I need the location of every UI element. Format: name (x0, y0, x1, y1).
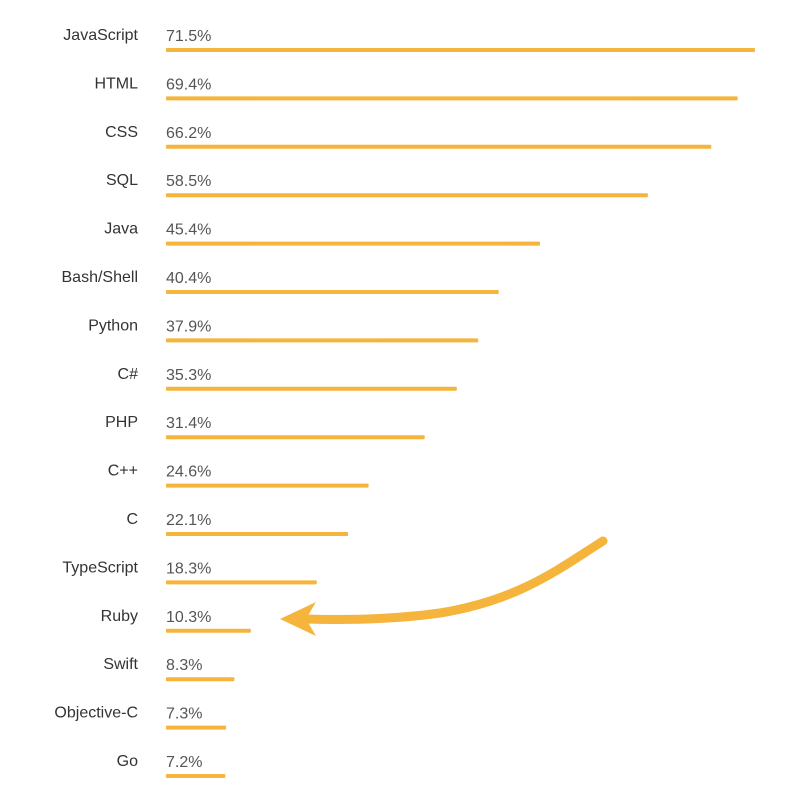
bar-row-java: Java 45.4% (104, 221, 540, 246)
bar-row-typescript: TypeScript 18.3% (62, 559, 317, 585)
bar-row-sql: SQL 58.5% (106, 172, 648, 198)
category-label: Go (117, 753, 138, 770)
category-label: Java (104, 221, 138, 238)
category-label: C# (118, 366, 139, 383)
bar (166, 725, 227, 730)
category-label: JavaScript (63, 27, 138, 44)
bar-row-ruby: Ruby 10.3% (101, 608, 251, 633)
category-label: Objective-C (54, 705, 138, 722)
bar (166, 96, 738, 101)
bar (166, 677, 235, 682)
value-label: 45.4% (166, 222, 211, 239)
category-label: C (126, 511, 138, 528)
value-label: 22.1% (166, 512, 211, 529)
bar (166, 48, 755, 52)
value-label: 18.3% (166, 560, 211, 577)
bar (166, 338, 479, 343)
bar (166, 774, 226, 778)
bar-row-c: C++ 24.6% (108, 463, 369, 488)
category-label: Swift (103, 656, 138, 673)
category-label: Python (88, 317, 138, 334)
bar-row-swift: Swift 8.3% (103, 656, 235, 682)
bar-row-objective-c: Objective-C 7.3% (54, 705, 227, 730)
value-label: 66.2% (166, 125, 211, 142)
bars-layer: JavaScript 71.5% HTML 69.4% CSS 66.2% SQL 58.5%… (54, 27, 755, 778)
value-label: 10.3% (166, 609, 211, 626)
value-label: 69.4% (166, 76, 211, 93)
value-label: 58.5% (166, 173, 211, 190)
highlight-annotation (280, 536, 608, 636)
value-label: 7.3% (166, 706, 202, 723)
value-label: 31.4% (166, 415, 211, 432)
category-label: TypeScript (62, 559, 138, 576)
bar (166, 435, 425, 440)
value-label: 24.6% (166, 464, 211, 481)
category-label: Ruby (101, 608, 138, 625)
bar (166, 241, 540, 246)
value-label: 8.3% (166, 657, 202, 674)
value-label: 71.5% (166, 28, 211, 45)
bar (166, 193, 648, 198)
bar-row-css: CSS 66.2% (105, 124, 712, 149)
value-label: 37.9% (166, 318, 211, 335)
category-label: C++ (108, 463, 138, 480)
bar (166, 483, 369, 488)
bar-row-c: C# 35.3% (118, 366, 457, 391)
bar (166, 386, 457, 391)
bar (166, 532, 349, 536)
bar-row-html: HTML 69.4% (94, 75, 738, 101)
value-label: 40.4% (166, 270, 211, 287)
value-label: 35.3% (166, 367, 211, 384)
bar-row-bash-shell: Bash/Shell 40.4% (62, 269, 499, 294)
category-label: SQL (106, 172, 138, 189)
bar-row-go: Go 7.2% (117, 753, 226, 778)
highlight-arrow-head (280, 602, 316, 636)
bar-row-c: C 22.1% (126, 511, 349, 536)
bar-row-javascript: JavaScript 71.5% (63, 27, 755, 52)
category-label: PHP (105, 414, 138, 431)
bar (166, 580, 317, 585)
bar (166, 628, 251, 633)
bar (166, 290, 499, 294)
category-label: HTML (94, 75, 138, 92)
category-label: Bash/Shell (62, 269, 139, 286)
category-label: CSS (105, 124, 138, 141)
highlight-arrow-shaft (300, 536, 608, 624)
bar-row-php: PHP 31.4% (105, 414, 425, 440)
bar (166, 144, 712, 149)
value-label: 7.2% (166, 754, 202, 771)
bar-row-python: Python 37.9% (88, 317, 479, 343)
